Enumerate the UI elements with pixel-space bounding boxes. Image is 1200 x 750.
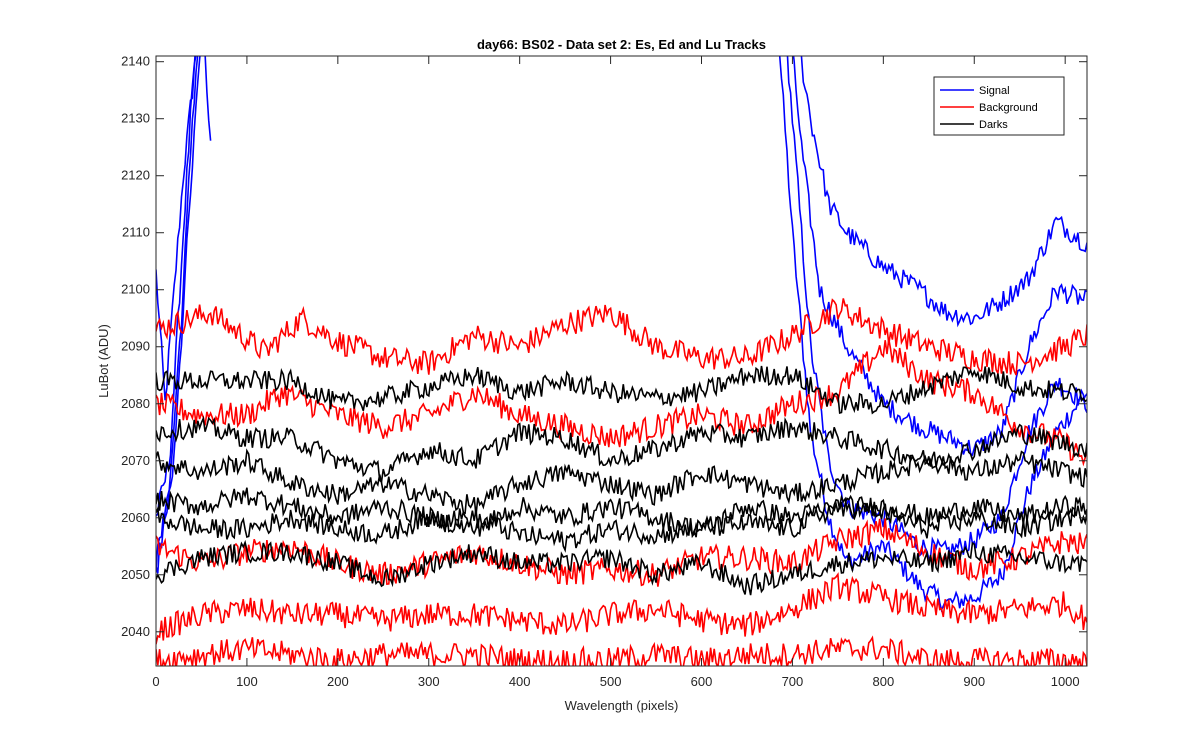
series-line-background-8 [156,635,1087,666]
y-tick-label: 2140 [121,54,150,69]
x-tick-label: 800 [872,674,894,689]
plot-lines [156,56,1087,666]
legend-label-signal: Signal [979,85,1010,97]
series-line-darks-9 [156,365,1087,415]
series-line-background-4 [156,298,1087,376]
series-line-signal-0 [156,56,1087,613]
x-tick-label: 900 [963,674,985,689]
y-tick-label: 2100 [121,282,150,297]
x-tick-label: 400 [509,674,531,689]
legend: Signal Background Darks [933,76,1065,136]
axes-box [155,55,1088,667]
legend-label-background: Background [979,102,1038,114]
series-line-darks-12 [156,487,1087,539]
series-line-darks-14 [156,539,1087,596]
y-tick-label: 2050 [121,567,150,582]
legend-box [933,76,1065,136]
y-tick-label: 2130 [121,111,150,126]
y-axis-label: LuBot (ADU) [96,324,111,398]
x-tick-label: 300 [418,674,440,689]
y-tick-label: 2040 [121,624,150,639]
series-line-darks-13 [156,494,1087,553]
x-tick-label: 100 [236,674,258,689]
x-tick-label: 200 [327,674,349,689]
y-tick-label: 2060 [121,510,150,525]
x-axis: 0 100 200 300 400 500 600 700 800 900 1000 [152,56,1080,689]
legend-label-darks: Darks [979,119,1008,131]
series-line-background-5 [156,338,1087,467]
y-tick-label: 2110 [122,225,150,240]
y-tick-label: 2120 [121,168,150,183]
y-tick-label: 2070 [121,453,150,468]
series-line-darks-11 [156,448,1087,516]
x-tick-label: 600 [691,674,713,689]
x-tick-label: 0 [152,674,159,689]
series-line-background-7 [156,572,1087,645]
y-tick-label: 2080 [121,396,150,411]
series-line-signal-3 [156,56,1087,574]
x-tick-label: 500 [600,674,622,689]
x-tick-label: 1000 [1051,674,1080,689]
y-axis: 2040 2050 2060 2070 2080 2090 2100 2110 2120 2130… [121,54,1087,639]
chart-title: day66: BS02 - Data set 2: Es, Ed and Lu … [477,37,766,52]
series-line-darks-10 [156,415,1087,484]
x-tick-label: 700 [782,674,804,689]
x-axis-label: Wavelength (pixels) [565,698,679,713]
y-tick-label: 2090 [121,339,150,354]
